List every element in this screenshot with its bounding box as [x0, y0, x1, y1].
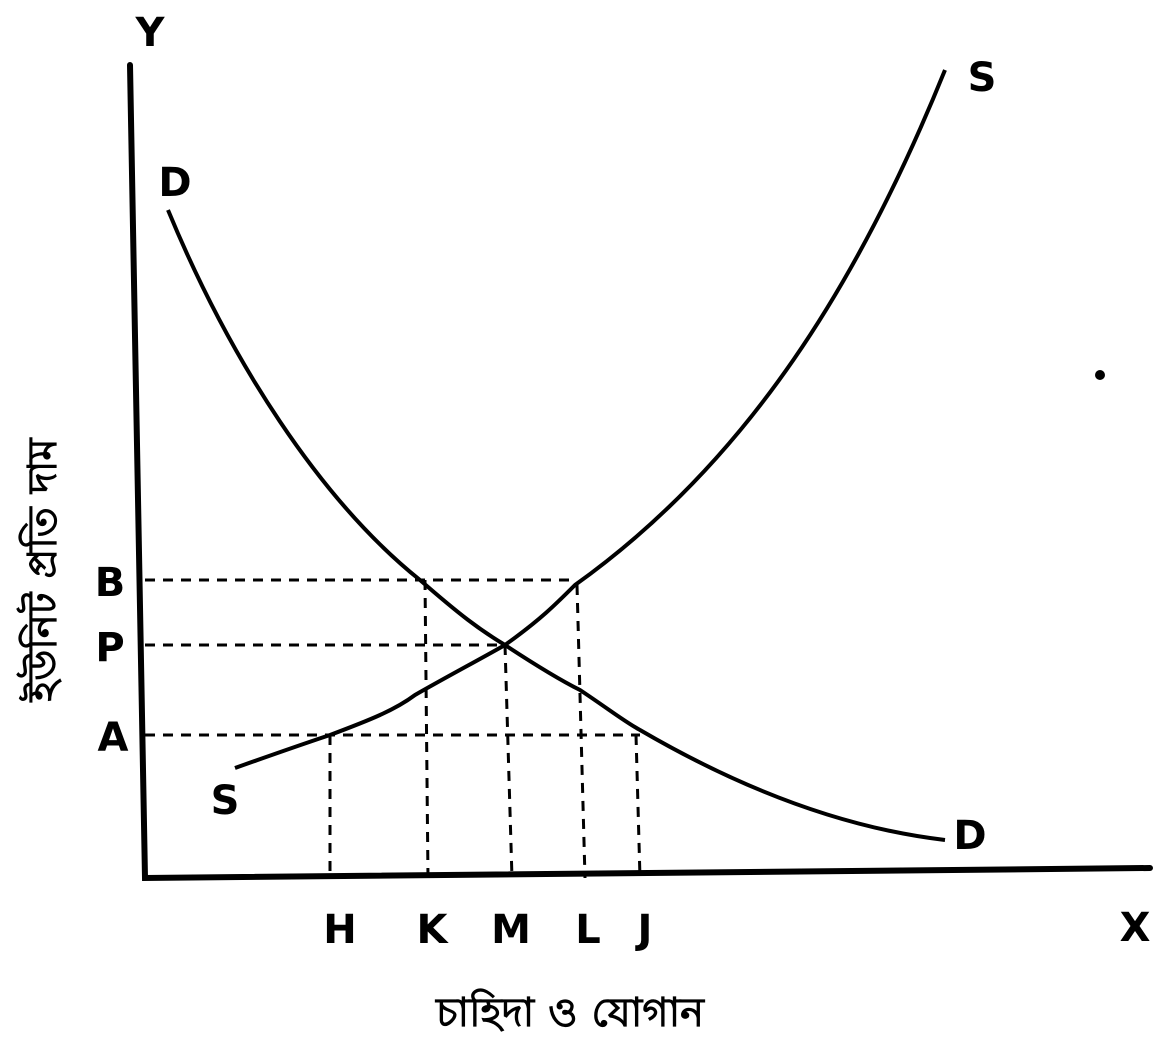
y-axis-letter: Y — [135, 10, 166, 56]
guide-lines — [145, 578, 642, 879]
quantity-label: M — [491, 907, 531, 953]
x-axis-title: চাহিদা ও যোগান — [434, 988, 706, 1036]
supply-label: S — [968, 55, 997, 101]
demand-curve — [166, 209, 946, 842]
quantity-label: L — [575, 907, 601, 953]
quantity-label: J — [635, 907, 653, 953]
dot — [1095, 370, 1105, 380]
price-label: B — [95, 560, 126, 606]
price-label: P — [95, 625, 124, 671]
supply-label: S — [211, 778, 240, 824]
quantity-label: K — [417, 907, 450, 953]
demand-label: D — [953, 813, 986, 859]
supply-curve — [234, 69, 947, 770]
quantity-label: H — [323, 907, 356, 953]
x-axis-letter: X — [1120, 905, 1151, 951]
demand-label: D — [158, 160, 191, 206]
y-axis-title: ইউনিট প্রতি দাম — [16, 437, 66, 704]
axes — [127, 62, 1153, 882]
price-label: A — [98, 715, 129, 761]
